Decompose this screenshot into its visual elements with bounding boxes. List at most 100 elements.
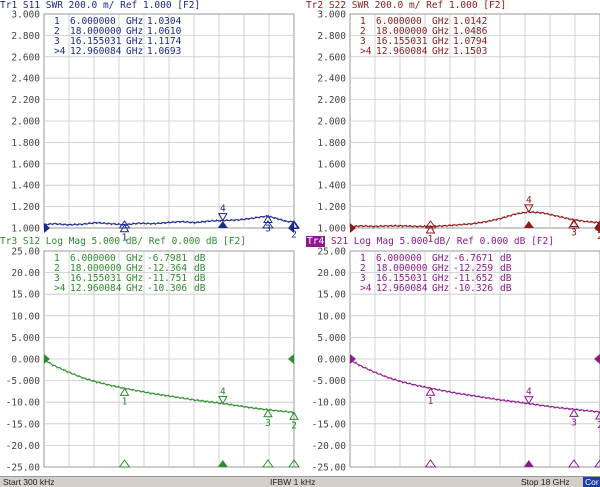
y-tick-label: 1.200 <box>317 202 346 213</box>
marker-table-cell: GHz <box>126 273 143 284</box>
y-tick-label: 15.00 <box>11 290 40 301</box>
stimulus-marker-2-icon <box>594 220 600 229</box>
y-tick-label: 2.800 <box>317 31 346 42</box>
marker-4-label: 4 <box>526 387 532 398</box>
marker-table-cell: 16.155031 <box>70 36 122 47</box>
marker-table-cell: 18.000000 <box>376 26 428 37</box>
stimulus-marker-1-icon <box>424 459 437 468</box>
stimulus-marker-3-icon <box>261 459 274 468</box>
y-tick-label: 10.00 <box>11 311 40 322</box>
trace-line <box>349 359 600 414</box>
y-tick-label: 2.200 <box>11 95 40 106</box>
y-tick-label: 5.000 <box>317 333 346 344</box>
marker-table-cell: -11.751 <box>147 273 187 284</box>
y-tick-label: 20.00 <box>317 268 346 279</box>
y-tick-label: 15.00 <box>317 290 346 301</box>
stimulus-marker-1-icon <box>118 220 131 229</box>
marker-4-label: 4 <box>526 195 532 206</box>
marker-table-cell: GHz <box>432 253 449 264</box>
marker-table-cell: 16.155031 <box>70 273 122 284</box>
stimulus-marker-3-icon <box>567 220 580 229</box>
marker-table-cell: 18.000000 <box>70 26 122 37</box>
stimulus-marker-4-icon <box>217 460 228 467</box>
graticule-tr2: 3.000 2.800 2.600 2.400 2.200 2.000 1.800 1.600… <box>317 10 600 245</box>
y-tick-label: 1.800 <box>11 138 40 149</box>
y-tick-label: 25.00 <box>317 247 346 258</box>
marker-table-cell: GHz <box>126 36 143 47</box>
y-tick-label: 2.400 <box>11 74 40 85</box>
stimulus-marker-1-icon <box>424 220 437 229</box>
active-trace-badge[interactable]: Tr4 <box>306 236 326 247</box>
marker-table-cell: 1.0142 <box>453 16 487 27</box>
marker-table-cell: GHz <box>126 26 143 37</box>
marker-table-cell: 6.000000 <box>70 253 116 264</box>
y-tick-label: 2.200 <box>317 95 346 106</box>
status-bar: Start 300 kHz IFBW 1 kHz Stop 18 GHz Cor <box>0 476 600 487</box>
stimulus-marker-2-icon <box>594 459 600 468</box>
trace-title-tr2[interactable]: Tr2 S22 SWR 200.0 m/ Ref 1.000 [F2] <box>306 0 507 11</box>
y-tick-label: -25.00 <box>312 463 347 474</box>
y-tick-label: 2.400 <box>317 74 346 85</box>
marker-table-cell: GHz <box>126 46 143 57</box>
marker-table-cell: 3 <box>54 273 60 284</box>
marker-table-cell: 1.0486 <box>453 26 488 37</box>
status-stop-frequency[interactable]: Stop 18 GHz <box>521 477 570 487</box>
marker-table-cell: 1 <box>54 16 60 27</box>
y-tick-label: 1.800 <box>317 138 346 149</box>
marker-1-label: 1 <box>122 233 128 244</box>
marker-table-cell: 6.000000 <box>376 16 422 27</box>
marker-table-cell: -12.364 <box>147 263 187 274</box>
marker-table-cell: -10.306 <box>147 283 187 294</box>
marker-2-icon <box>289 411 299 420</box>
marker-table-cell: 1 <box>54 253 60 264</box>
y-tick-label: -5.000 <box>312 376 347 387</box>
marker-table-cell: >4 <box>54 46 66 57</box>
reference-level-marker-left <box>44 223 50 233</box>
marker-table-cell: 12.960084 <box>376 46 428 57</box>
marker-1-label: 1 <box>122 396 128 407</box>
marker-table-cell: 1.1174 <box>147 36 182 47</box>
y-tick-label: 3.000 <box>11 10 40 21</box>
marker-table-cell: GHz <box>126 16 143 27</box>
marker-1-label: 1 <box>428 234 434 245</box>
marker-table-cell: 18.000000 <box>70 263 122 274</box>
y-tick-label: 1.400 <box>317 181 346 192</box>
marker-table-cell: >4 <box>360 46 372 57</box>
marker-table-cell: GHz <box>432 283 449 294</box>
marker-table-cell: GHz <box>432 46 449 57</box>
y-tick-label: 20.00 <box>11 268 40 279</box>
y-tick-label: 2.600 <box>317 52 346 63</box>
stimulus-marker-3-icon <box>567 459 580 468</box>
marker-table-cell: 1 <box>360 16 366 27</box>
trace-title-tr4[interactable]: Tr4 S21 Log Mag 5.000 dB/ Ref 0.000 dB [… <box>306 236 554 247</box>
y-tick-label: -15.00 <box>6 419 41 430</box>
y-tick-label: 2.000 <box>11 117 40 128</box>
y-tick-label: -10.00 <box>6 398 41 409</box>
marker-table-cell: 1.0693 <box>147 46 181 57</box>
graticule-tr1: 3.000 2.800 2.600 2.400 2.200 2.000 1.800 1.600… <box>11 10 300 244</box>
status-correction-indicator[interactable]: Cor <box>583 477 600 487</box>
marker-4-icon <box>523 204 534 213</box>
graticule-tr4: 25.00 20.00 15.00 10.00 5.000 0.000 -5.000 -10.… <box>312 247 600 474</box>
marker-4-icon <box>217 213 228 222</box>
status-start-frequency[interactable]: Start 300 kHz <box>3 477 55 487</box>
marker-table-cell: GHz <box>432 16 449 27</box>
trace-title-tr3[interactable]: Tr3 S12 Log Mag 5.000 dB/ Ref 0.000 dB [… <box>0 236 246 247</box>
marker-1-icon <box>425 387 436 396</box>
reference-level-marker-left <box>350 223 356 233</box>
reference-level-marker-left <box>350 354 356 364</box>
y-tick-label: 1.600 <box>11 159 40 170</box>
marker-table-cell: dB <box>194 283 206 294</box>
marker-table-cell: 1.0610 <box>147 26 182 37</box>
stimulus-marker-3-icon <box>261 220 274 229</box>
status-ifbw[interactable]: IFBW 1 kHz <box>270 477 316 487</box>
marker-table-cell: dB <box>194 273 206 284</box>
marker-4-label: 4 <box>220 387 226 398</box>
marker-table-cell: >4 <box>54 283 66 294</box>
trace-title-tr1[interactable]: Tr1 S11 SWR 200.0 m/ Ref 1.000 [F2] <box>0 0 201 11</box>
marker-table-cell: -12.259 <box>453 263 493 274</box>
marker-table-cell: >4 <box>360 283 372 294</box>
marker-4-label: 4 <box>220 204 226 215</box>
marker-3-label: 3 <box>571 228 577 239</box>
